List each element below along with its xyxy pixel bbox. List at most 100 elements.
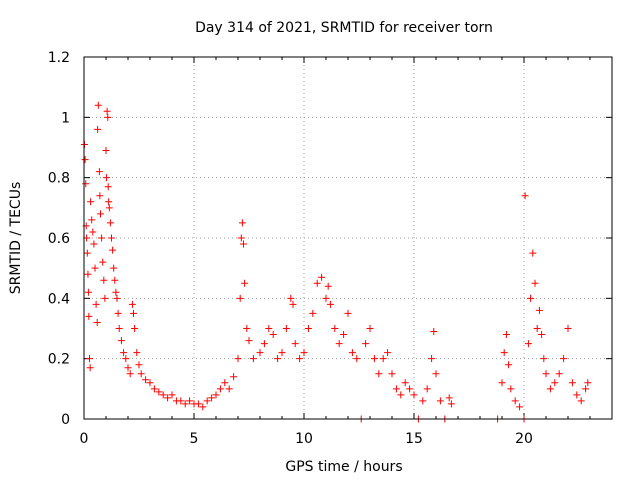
data-point [249, 355, 257, 363]
x-axis-label: GPS time / hours [285, 459, 402, 475]
chart-title: Day 314 of 2021, SRMTID for receiver tor… [195, 20, 493, 36]
data-point [388, 370, 396, 378]
data-point [238, 219, 246, 227]
data-point [81, 156, 89, 164]
data-point [546, 385, 554, 393]
data-point [511, 397, 519, 405]
data-point [241, 279, 249, 287]
data-point [128, 300, 136, 308]
data-point [146, 379, 154, 387]
data-point [353, 355, 361, 363]
data-point [289, 300, 297, 308]
data-point [103, 107, 111, 115]
x-tick-label: 5 [190, 431, 199, 447]
data-point [97, 210, 104, 218]
data-point [524, 340, 532, 348]
data-point [92, 300, 100, 308]
data-point [313, 279, 321, 287]
data-point [122, 355, 130, 363]
data-point [117, 337, 125, 345]
data-point [256, 349, 264, 357]
y-axis-label: SRMTID / TECUs [8, 182, 24, 295]
data-point [93, 318, 101, 326]
ticks: 0 0.2 0.4 0.6 0.8 1 1.2 0 5 10 15 20 [48, 50, 612, 447]
data-point [309, 309, 317, 317]
data-point [245, 337, 253, 345]
y-tick-label: 0.2 [48, 352, 70, 368]
data-point [99, 258, 107, 266]
data-point [269, 331, 277, 339]
data-point [82, 180, 90, 188]
data-point [87, 198, 95, 206]
data-point [423, 385, 431, 393]
data-point [120, 349, 128, 357]
data-point [498, 379, 506, 387]
y-tick-label: 1 [61, 110, 70, 126]
data-point [296, 355, 304, 363]
data-point [114, 309, 122, 317]
data-point [304, 325, 312, 332]
data-point [212, 391, 220, 399]
data-point [84, 288, 92, 296]
data-point [130, 309, 137, 317]
data-point [225, 385, 233, 393]
data-point [102, 147, 110, 155]
data-point [142, 376, 150, 384]
data-point [282, 325, 290, 332]
data-point [287, 294, 295, 302]
data-point [194, 400, 202, 408]
data-point [335, 340, 343, 348]
data-point [410, 391, 418, 399]
x-tick-label: 0 [80, 431, 89, 447]
data-point [84, 270, 92, 278]
data-point [234, 355, 242, 363]
data-point [109, 246, 117, 254]
data-point [108, 234, 115, 242]
x-tick-label: 20 [515, 431, 533, 447]
data-point [551, 379, 559, 387]
data-point [564, 325, 572, 332]
data-point [94, 125, 102, 133]
y-tick-label: 0.4 [48, 291, 70, 307]
data-point [344, 309, 352, 317]
data-point [199, 403, 207, 411]
data-point [577, 397, 585, 405]
data-point [538, 331, 546, 339]
data-point [445, 394, 453, 402]
data-point [104, 183, 112, 191]
data-point [436, 397, 444, 405]
data-point [322, 294, 330, 302]
x-tick-label: 15 [405, 431, 423, 447]
data-point [300, 349, 308, 357]
data-point [85, 312, 93, 320]
data-point [274, 355, 282, 363]
data-point [203, 397, 211, 405]
data-point [155, 388, 163, 396]
data-point [375, 370, 383, 378]
data-point [529, 249, 537, 257]
data-point [324, 282, 332, 290]
data-point [260, 340, 268, 348]
data-point [366, 325, 374, 332]
y-tick-label: 1.2 [48, 50, 70, 66]
data-point [428, 355, 436, 363]
y-tick-label: 0.6 [48, 231, 70, 247]
data-point [278, 349, 286, 357]
data-point [131, 325, 139, 332]
data-point [86, 364, 94, 372]
x-tick-label: 10 [295, 431, 313, 447]
data-point [164, 394, 172, 402]
data-point [110, 264, 118, 272]
data-point [447, 400, 455, 408]
data-point [230, 373, 238, 381]
data-point [98, 234, 106, 242]
data-point [392, 385, 400, 393]
data-point [94, 101, 102, 109]
data-point [101, 294, 109, 302]
data-point [216, 385, 224, 393]
data-point [221, 379, 229, 387]
data-point [555, 370, 563, 378]
data-point [507, 385, 515, 393]
data-point [91, 264, 99, 272]
